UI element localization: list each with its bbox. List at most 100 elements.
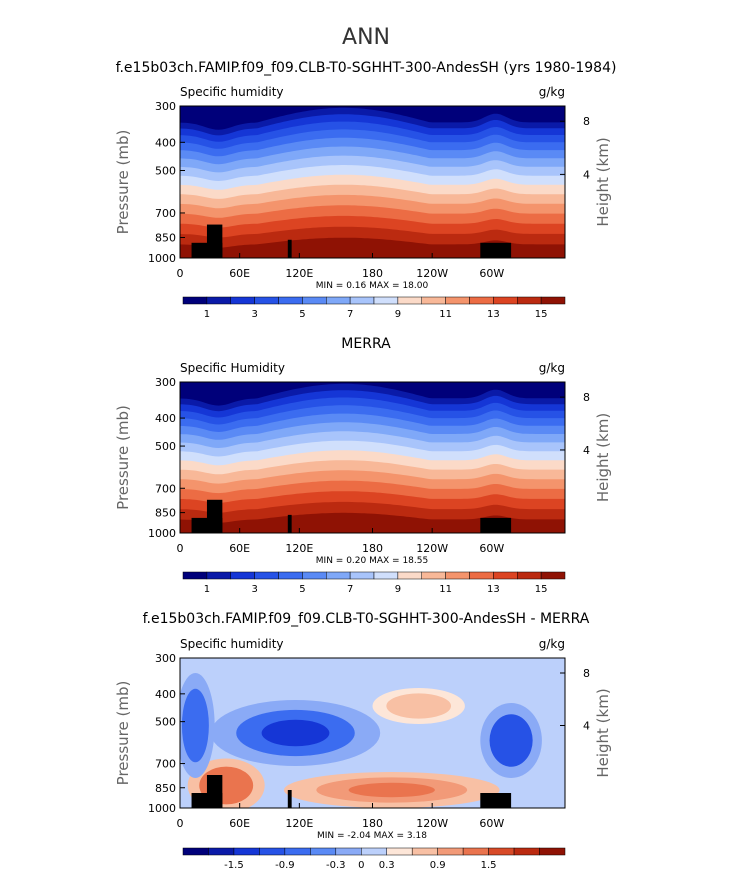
stats-text: MIN = 0.20 MAX = 18.55 [316, 556, 428, 566]
colorbar-label: 7 [347, 309, 353, 320]
colorbar-swatch [326, 296, 351, 305]
x-tick-label: 120E [285, 267, 313, 280]
colorbar-swatch [349, 571, 375, 580]
colorbar-label: 5 [299, 309, 305, 320]
colorbar-label: 9 [395, 309, 401, 320]
x-tick-label: 60E [229, 267, 250, 280]
y2-axis-label: Height (km) [594, 413, 612, 502]
colorbar-label: 3 [251, 309, 257, 320]
colorbar-label: 0.9 [430, 860, 446, 871]
y-tick-label: 850 [155, 507, 176, 520]
y-tick-label: 300 [155, 652, 176, 665]
units-label: g/kg [539, 85, 565, 99]
y2-tick-label: 8 [583, 667, 590, 680]
colorbar-swatch [540, 571, 566, 580]
topography-mask [206, 775, 223, 808]
colorbar-swatch [445, 571, 470, 580]
colorbar-label: 13 [487, 584, 500, 595]
colorbar-swatch [421, 296, 446, 305]
colorbar-label: -0.9 [275, 860, 295, 871]
x-tick-label: 0 [177, 542, 184, 555]
contour-field [180, 106, 565, 258]
colorbar-label: 1.5 [481, 860, 497, 871]
colorbar-label: 5 [299, 584, 305, 595]
panel-title: f.e15b03ch.FAMIP.f09_f09.CLB-T0-SGHHT-30… [116, 60, 617, 76]
contour-band [180, 237, 565, 258]
colorbar-swatch [397, 296, 422, 305]
x-tick-label: 60W [479, 542, 504, 555]
y-tick-label: 300 [155, 376, 176, 389]
contour-band [348, 782, 435, 798]
topography-mask [206, 499, 223, 533]
colorbar-swatch [361, 847, 387, 856]
colorbar-swatch [326, 571, 351, 580]
colorbar-swatch [310, 847, 337, 856]
colorbar-label: 0 [358, 860, 364, 871]
colorbar-swatch [517, 296, 542, 305]
x-tick-label: 0 [177, 817, 184, 830]
y-tick-label: 400 [155, 688, 176, 701]
topography-mask [206, 224, 223, 258]
y2-tick-label: 4 [583, 444, 590, 457]
colorbar-swatch [278, 296, 303, 305]
x-tick-label: 120E [285, 542, 313, 555]
colorbar-swatch [488, 847, 515, 856]
colorbar-label: 9 [395, 584, 401, 595]
y-tick-label: 700 [155, 207, 176, 220]
topography-mask [480, 793, 512, 808]
contour-field [180, 382, 565, 533]
y-tick-label: 500 [155, 440, 176, 453]
colorbar-swatch [373, 296, 399, 305]
colorbar-swatch [182, 296, 208, 305]
colorbar-swatch [462, 847, 489, 856]
topography-mask [480, 517, 512, 533]
x-tick-label: 60W [479, 817, 504, 830]
colorbar-label: 11 [439, 309, 452, 320]
y-tick-label: 400 [155, 136, 176, 149]
colorbar-swatch [208, 847, 235, 856]
topography-mask [480, 242, 512, 258]
y-axis-label: Pressure (mb) [114, 681, 132, 786]
y-tick-label: 300 [155, 100, 176, 113]
colorbar-swatch [421, 571, 446, 580]
contour-band [489, 714, 533, 767]
units-label: g/kg [539, 361, 565, 375]
y-tick-label: 1000 [148, 527, 176, 540]
x-tick-label: 120W [416, 817, 448, 830]
colorbar-swatch [373, 571, 399, 580]
y-axis-label: Pressure (mb) [114, 130, 132, 235]
y2-tick-label: 8 [583, 391, 590, 404]
colorbar-swatch [386, 847, 413, 856]
colorbar-swatch [302, 571, 327, 580]
colorbar-swatch [278, 571, 303, 580]
y2-tick-label: 4 [583, 168, 590, 181]
colorbar-swatch [230, 571, 255, 580]
colorbar-swatch [233, 847, 260, 856]
colorbar-label: 15 [535, 309, 548, 320]
colorbar-swatch [469, 296, 494, 305]
stats-text: MIN = 0.16 MAX = 18.00 [316, 281, 429, 291]
stats-text: MIN = -2.04 MAX = 3.18 [317, 831, 427, 841]
colorbar-label: 1 [204, 309, 210, 320]
contour-field [180, 658, 565, 808]
y-tick-label: 700 [155, 758, 176, 771]
topography-mask [287, 239, 292, 258]
x-tick-label: 120W [416, 542, 448, 555]
colorbar-label: -1.5 [224, 860, 244, 871]
y-tick-label: 1000 [148, 802, 176, 815]
colorbar-swatch [254, 571, 279, 580]
colorbar-swatch [349, 296, 375, 305]
contour-band [181, 688, 209, 763]
colorbar-swatch [302, 296, 327, 305]
colorbar-swatch [397, 571, 422, 580]
units-label: g/kg [539, 637, 565, 651]
colorbar-swatch [493, 571, 518, 580]
colorbar-swatch [517, 571, 542, 580]
y-axis-label: Pressure (mb) [114, 405, 132, 510]
x-tick-label: 120E [285, 817, 313, 830]
x-tick-label: 180 [362, 267, 383, 280]
y2-tick-label: 4 [583, 720, 590, 733]
y-tick-label: 500 [155, 716, 176, 729]
colorbar-swatch [469, 571, 494, 580]
